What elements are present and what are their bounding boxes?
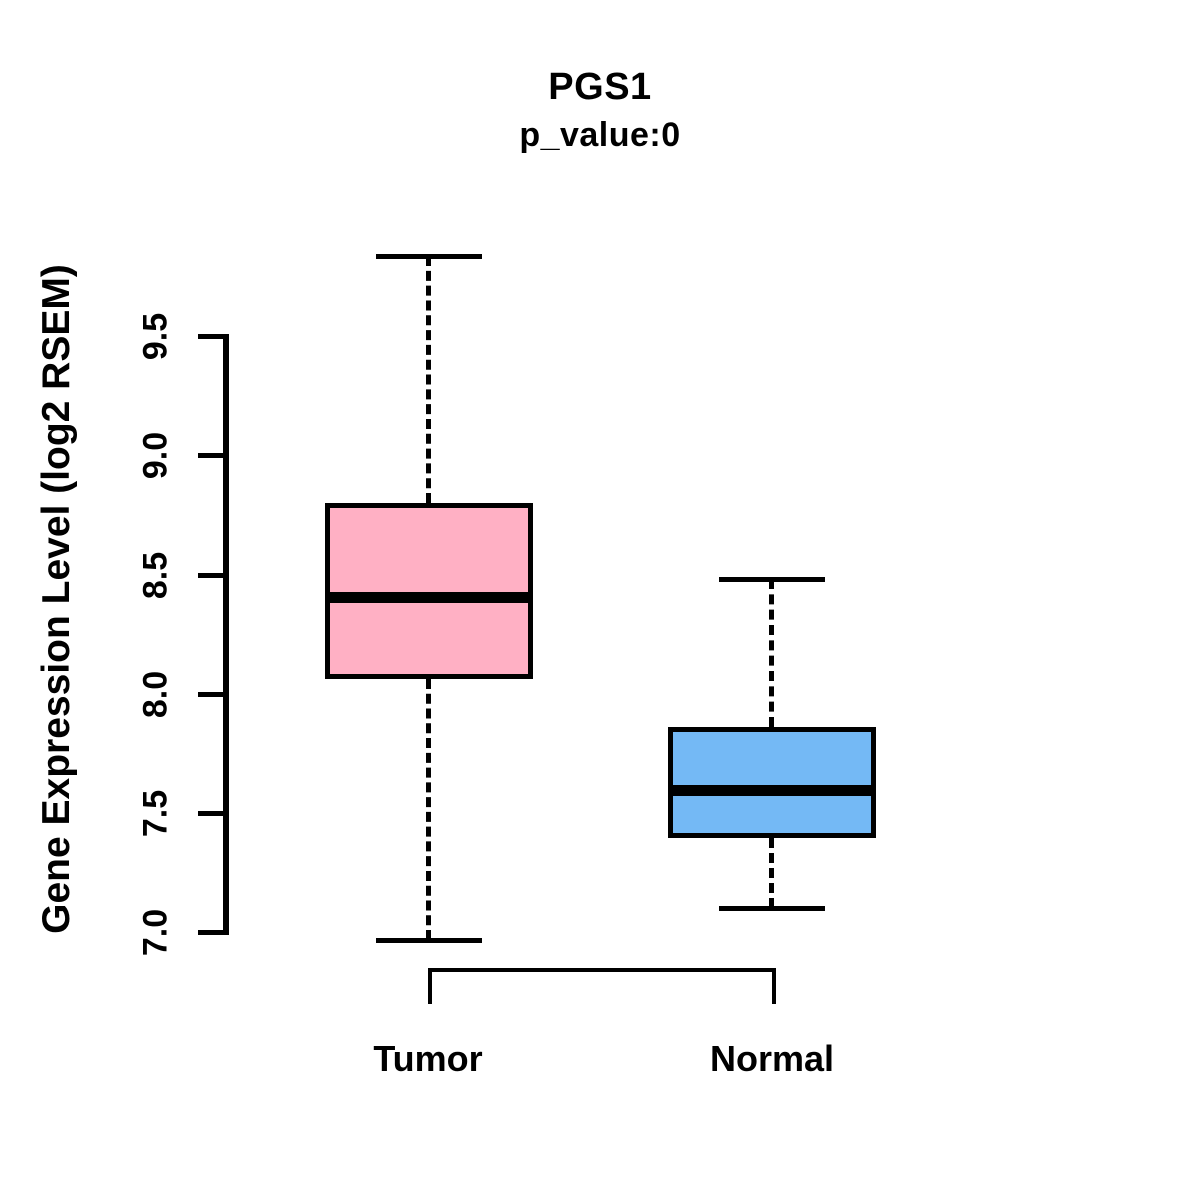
y-tick-label-7-0: 7.0 — [136, 908, 175, 957]
tumor-lower-whisker-cap — [376, 938, 482, 943]
normal-lower-whisker — [769, 838, 774, 908]
y-tick-mark-8-5 — [198, 573, 229, 578]
x-axis-bracket — [428, 968, 776, 972]
y-tick-label-9-0: 9.0 — [136, 431, 175, 480]
normal-box — [668, 727, 876, 838]
y-tick-label-9-5: 9.5 — [136, 312, 175, 361]
y-tick-mark-9-5 — [198, 334, 229, 339]
y-tick-mark-8-0 — [198, 692, 229, 697]
tumor-lower-whisker — [426, 679, 431, 940]
normal-upper-whisker-cap — [719, 577, 825, 582]
tumor-upper-whisker-cap — [376, 254, 482, 259]
x-axis-bracket-arm-tumor — [428, 968, 432, 1004]
y-axis-line — [223, 334, 229, 934]
x-tick-label-tumor: Tumor — [373, 1038, 483, 1079]
y-tick-mark-7-5 — [198, 811, 229, 816]
tumor-median-line — [325, 592, 533, 603]
y-tick-mark-7-0 — [198, 930, 229, 935]
x-tick-label-normal: Normal — [709, 1038, 835, 1079]
chart-subtitle-pvalue: p_value:0 — [519, 116, 681, 154]
y-tick-mark-9-0 — [198, 453, 229, 458]
chart-title: PGS1 — [548, 66, 652, 108]
normal-median-line — [668, 785, 876, 796]
y-tick-label-7-5: 7.5 — [136, 789, 175, 838]
x-axis-bracket-arm-normal — [772, 968, 776, 1004]
y-tick-label-8-0: 8.0 — [136, 670, 175, 719]
y-tick-label-8-5: 8.5 — [136, 551, 175, 600]
tumor-box — [325, 503, 533, 679]
tumor-upper-whisker — [426, 256, 431, 503]
normal-lower-whisker-cap — [719, 906, 825, 911]
normal-upper-whisker — [769, 579, 774, 727]
y-axis-label: Gene Expression Level (log2 RSEM) — [35, 264, 78, 934]
